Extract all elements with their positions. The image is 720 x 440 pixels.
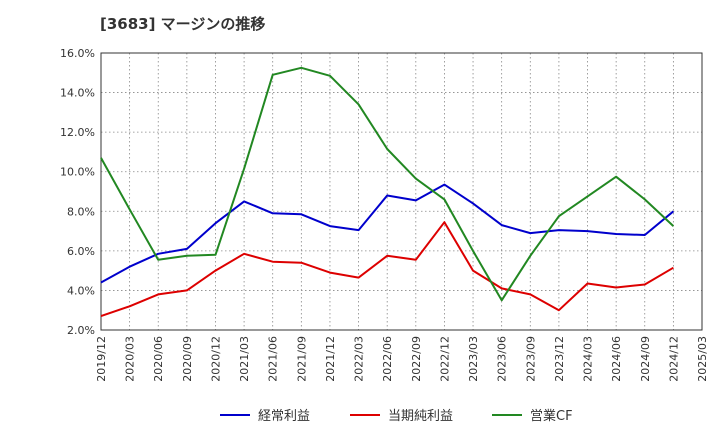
x-tick-label: 2024/03: [582, 336, 595, 382]
x-tick-label: 2020/06: [152, 336, 165, 382]
y-tick-label: 6.0%: [67, 245, 95, 258]
y-tick-label: 12.0%: [60, 126, 95, 139]
x-tick-label: 2023/12: [553, 336, 566, 382]
x-tick-label: 2021/09: [295, 336, 308, 382]
x-tick-label: 2021/06: [267, 336, 280, 382]
x-tick-label: 2023/09: [524, 336, 537, 382]
x-tick-label: 2021/03: [238, 336, 251, 382]
y-tick-label: 14.0%: [60, 87, 95, 100]
series-line: [100, 66, 675, 302]
grid: [101, 53, 702, 330]
x-tick-label: 2024/09: [639, 336, 652, 382]
chart-title: [3683] マージンの推移: [100, 15, 266, 33]
x-tick-label: 2022/03: [353, 336, 366, 382]
x-tick-label: 2023/06: [496, 336, 509, 382]
legend: 経常利益 当期純利益 営業CF: [220, 408, 573, 424]
x-tick-label: 2024/12: [667, 336, 680, 382]
x-tick-label: 2019/12: [95, 336, 108, 382]
y-tick-label: 2.0%: [67, 324, 95, 337]
x-tick-label: 2020/03: [124, 336, 137, 382]
y-tick-label: 10.0%: [60, 166, 95, 179]
x-axis: 2019/12 2020/03 2020/06 2020/09 2020/12 2021/…: [95, 336, 709, 382]
x-tick-label: 2024/06: [610, 336, 623, 382]
series-lines: [100, 66, 675, 318]
legend-label: 営業CF: [530, 408, 573, 424]
x-tick-label: 2022/12: [438, 336, 451, 382]
x-tick-label: 2022/06: [381, 336, 394, 382]
series-line: [100, 221, 674, 318]
x-tick-label: 2020/12: [209, 336, 222, 382]
legend-label: 経常利益: [258, 409, 310, 424]
y-tick-label: 16.0%: [60, 47, 95, 60]
y-axis: 2.0% 4.0% 6.0% 8.0% 10.0% 12.0% 14.0% 16.0%: [60, 47, 95, 337]
plot-frame: [100, 52, 703, 331]
y-tick-label: 4.0%: [67, 284, 95, 297]
y-tick-label: 8.0%: [67, 205, 95, 218]
series-line: [100, 183, 675, 284]
x-tick-label: 2021/12: [324, 336, 337, 382]
legend-label: 当期純利益: [388, 409, 453, 424]
x-tick-label: 2023/03: [467, 336, 480, 382]
x-tick-label: 2022/09: [410, 336, 423, 382]
x-tick-label: 2020/09: [181, 336, 194, 382]
x-tick-label: 2025/03: [696, 336, 709, 382]
